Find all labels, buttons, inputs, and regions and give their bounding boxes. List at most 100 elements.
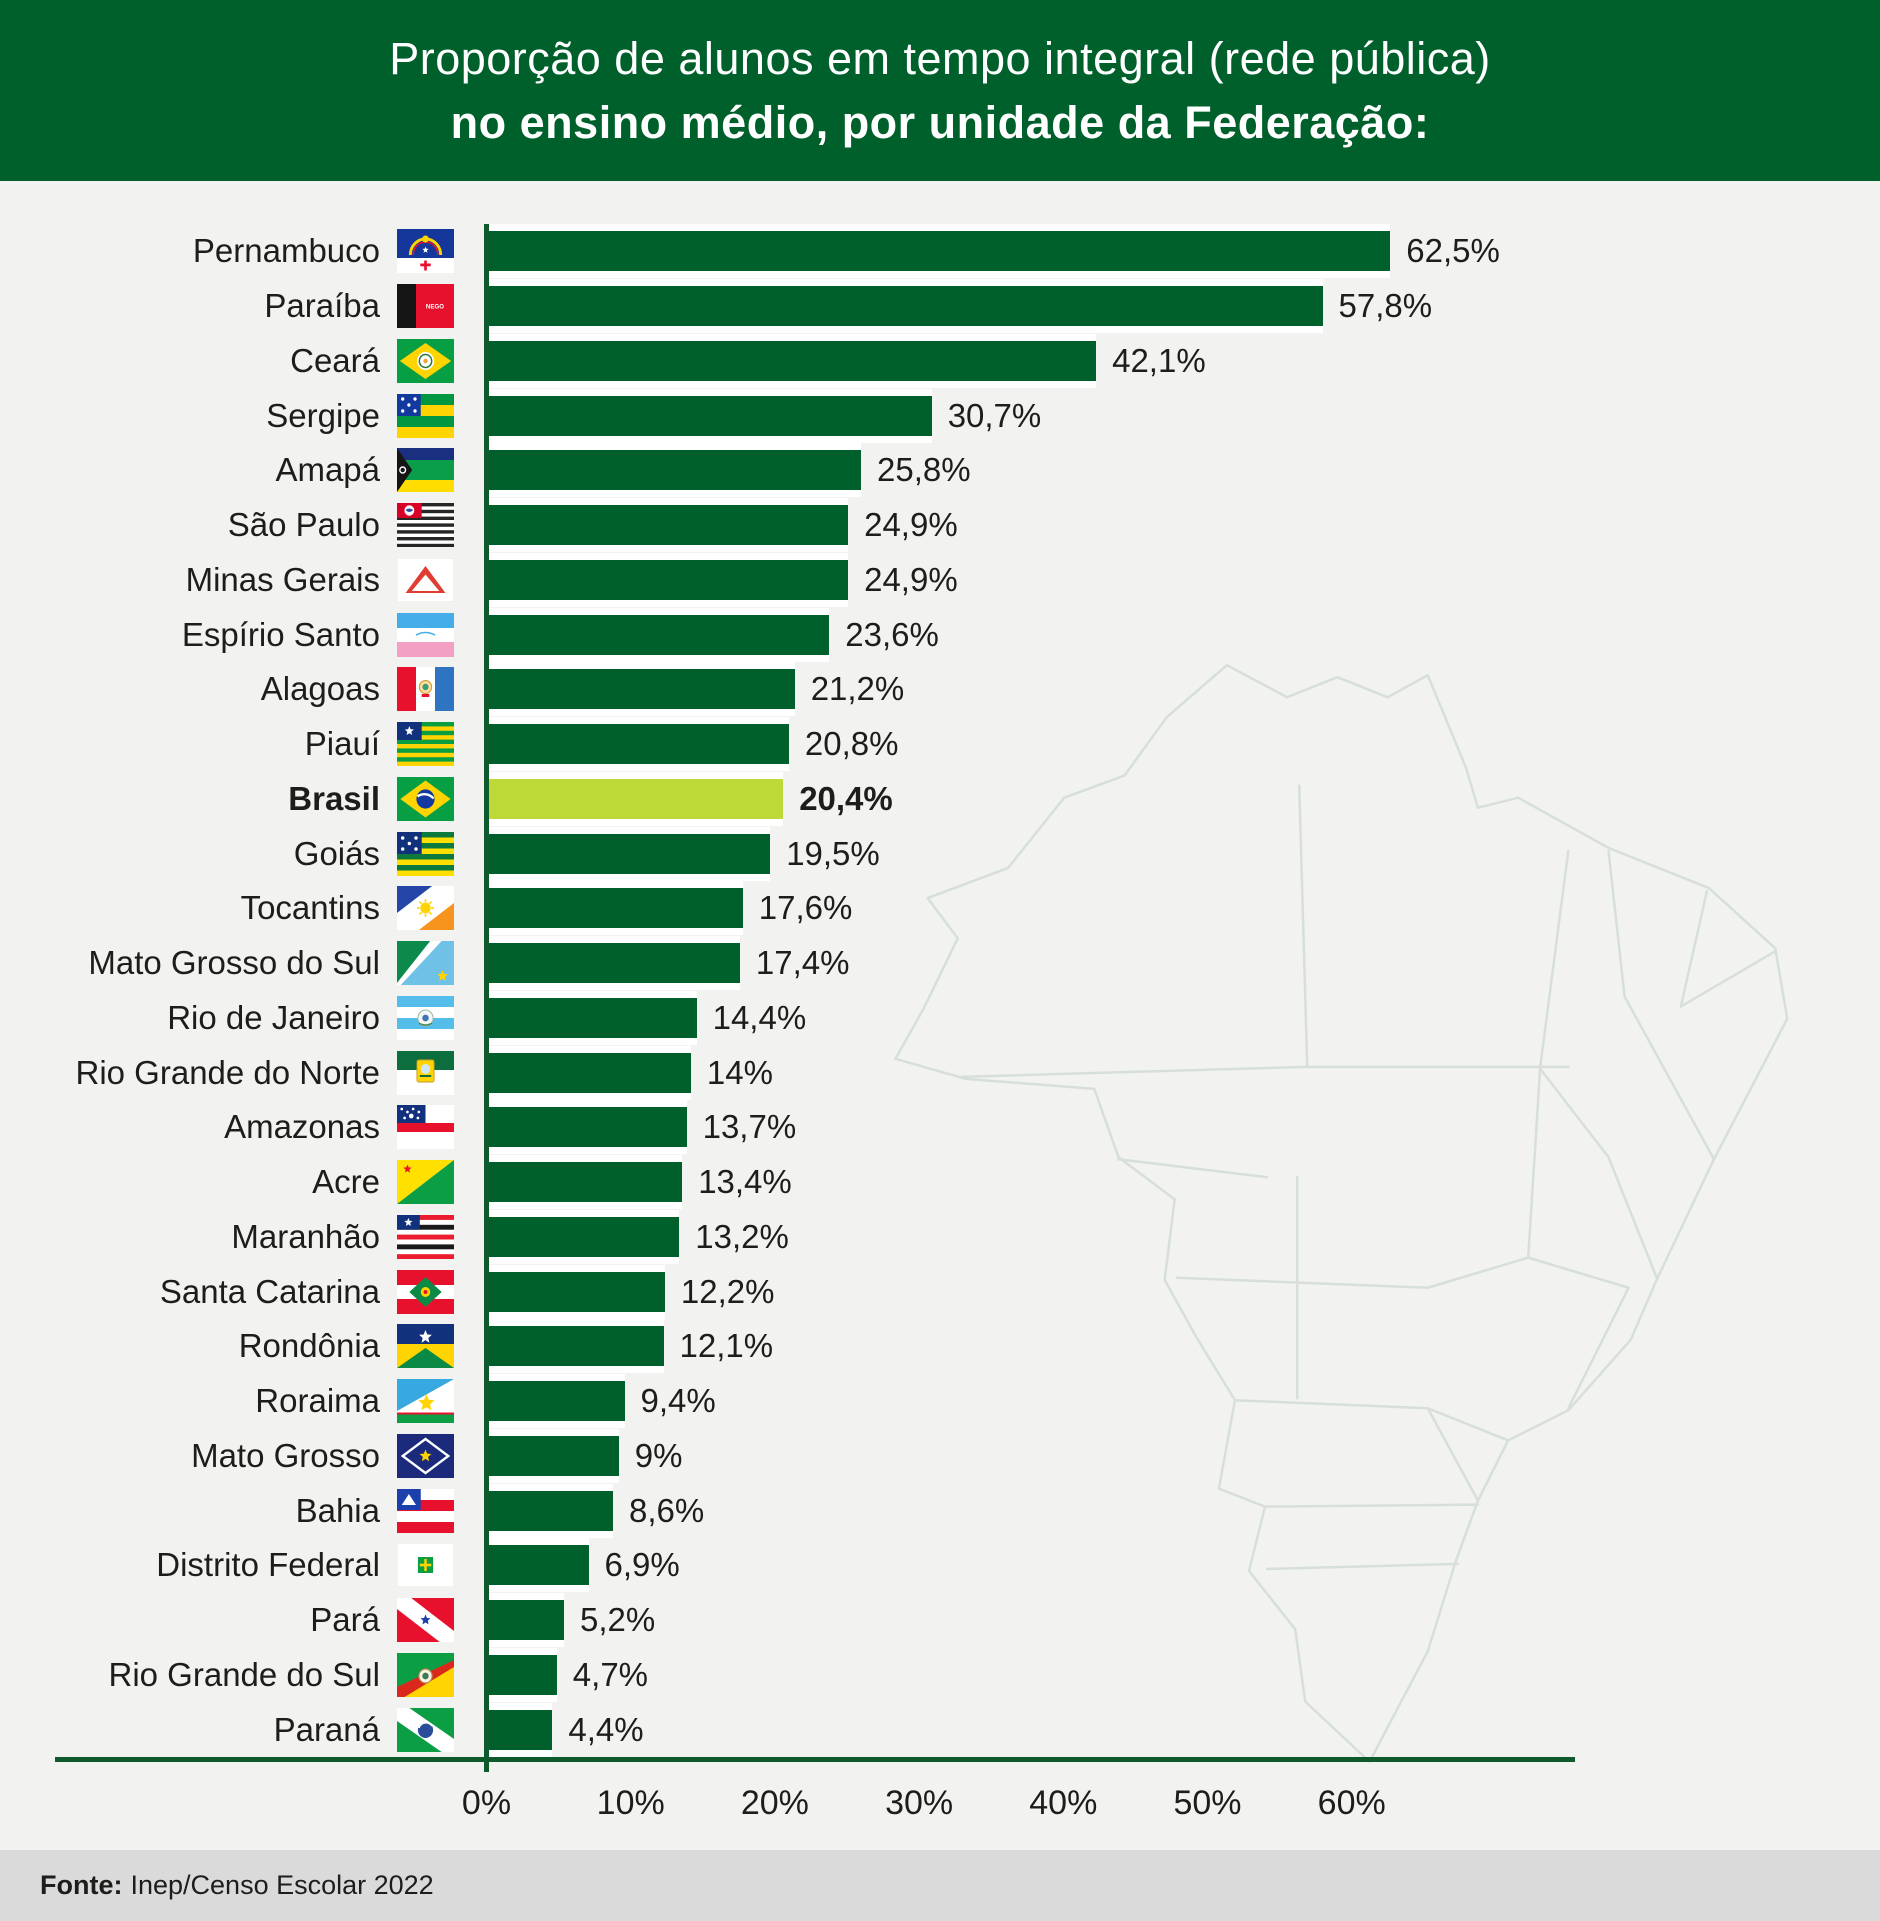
state-label: Ceará <box>290 341 380 379</box>
bar-wrap: 8,6% <box>489 1490 704 1531</box>
source-footer: Fonte: Inep/Censo Escolar 2022 <box>0 1850 1880 1921</box>
state-label: Mato Grosso do Sul <box>88 944 380 982</box>
bar <box>489 1381 625 1422</box>
bar <box>489 614 830 655</box>
y-axis-baseline <box>484 224 489 1772</box>
value-label: 24,9% <box>864 506 958 544</box>
x-axis-tick-label: 30% <box>885 1784 954 1822</box>
value-label: 5,2% <box>580 1601 656 1639</box>
sergipe-flag-icon <box>397 393 454 438</box>
bar-wrap: 9,4% <box>489 1381 716 1422</box>
bar <box>489 1107 687 1148</box>
bar-wrap: 17,6% <box>489 888 853 929</box>
bar-wrap: 6,9% <box>489 1545 680 1586</box>
state-label: Rio de Janeiro <box>167 998 380 1036</box>
value-label: 62,5% <box>1406 232 1500 270</box>
value-label: 14% <box>706 1053 773 1091</box>
bar <box>489 669 795 710</box>
value-label: 23,6% <box>845 615 939 653</box>
state-label: Paraíba <box>264 287 380 325</box>
pernambuco-flag-icon <box>397 229 454 274</box>
value-label: 9% <box>634 1436 683 1474</box>
alagoas-flag-icon <box>397 667 454 712</box>
chart-row: Piauí 20,8% <box>0 717 1880 772</box>
bahia-flag-icon <box>397 1488 454 1533</box>
bar <box>489 778 784 819</box>
brazil-map-outline <box>865 635 1870 1820</box>
state-label: Rondônia <box>238 1327 380 1365</box>
bar-wrap: 9% <box>489 1435 683 1476</box>
value-label: 13,2% <box>695 1217 789 1255</box>
chart-row: Amapá 25,8% <box>0 443 1880 498</box>
bar-wrap: 12,2% <box>489 1271 774 1312</box>
chart-row: Paraíba NEGO 57,8% <box>0 279 1880 334</box>
page-title-line2: no ensino médio, por unidade da Federaçã… <box>450 96 1430 148</box>
value-label: 17,6% <box>758 889 853 927</box>
chart-row: Pará 5,2% <box>0 1593 1880 1648</box>
bar-wrap: 24,9% <box>489 505 958 546</box>
amazonas-flag-icon <box>397 1105 454 1150</box>
bar <box>489 1216 680 1257</box>
state-label: Pará <box>310 1601 380 1639</box>
state-label: Amazonas <box>224 1108 380 1146</box>
bar-wrap: 20,4% <box>489 778 893 819</box>
bar <box>489 340 1097 381</box>
state-label: Distrito Federal <box>156 1546 380 1584</box>
bar <box>489 286 1323 327</box>
state-label: Goiás <box>293 834 380 872</box>
state-label: Mato Grosso <box>191 1436 380 1474</box>
rio-grande-do-norte-flag-icon <box>397 1050 454 1095</box>
bar <box>489 1709 553 1750</box>
chart-row: Mato Grosso do Sul 17,4% <box>0 936 1880 991</box>
rondonia-flag-icon <box>397 1324 454 1369</box>
maranhao-flag-icon <box>397 1214 454 1259</box>
bar <box>489 1271 665 1312</box>
state-label: Sergipe <box>266 396 380 434</box>
page-title-line1: Proporção de alunos em tempo integral (r… <box>389 32 1491 84</box>
parana-flag-icon <box>397 1707 454 1752</box>
value-label: 20,8% <box>804 725 899 763</box>
bar <box>489 1435 619 1476</box>
state-label: Paraná <box>273 1710 380 1748</box>
bar-wrap: 23,6% <box>489 614 939 655</box>
bar <box>489 1654 557 1695</box>
bar-wrap: 57,8% <box>489 286 1432 327</box>
chart-row: Rio de Janeiro 14,4% <box>0 991 1880 1046</box>
bar-wrap: 13,4% <box>489 1162 792 1203</box>
x-axis-tick-label: 0% <box>461 1784 512 1822</box>
value-label: 4,4% <box>568 1710 644 1748</box>
value-label: 24,9% <box>864 560 958 598</box>
value-label: 17,4% <box>755 944 850 982</box>
chart-row: Espírio Santo 23,6% <box>0 607 1880 662</box>
sao-paulo-flag-icon <box>397 503 454 548</box>
chart-row: Rio Grande do Sul 4,7% <box>0 1648 1880 1703</box>
mato-grosso-do-sul-flag-icon <box>397 941 454 986</box>
bar <box>489 1326 664 1367</box>
chart-row: Minas Gerais 24,9% <box>0 553 1880 608</box>
santa-catarina-flag-icon <box>397 1269 454 1314</box>
bar <box>489 888 743 929</box>
tocantins-flag-icon <box>397 886 454 931</box>
state-label: Brasil <box>288 779 380 817</box>
bar-wrap: 13,2% <box>489 1216 789 1257</box>
bar-wrap: 14% <box>489 1052 773 1093</box>
value-label: 12,1% <box>679 1327 774 1365</box>
bar <box>489 1490 613 1531</box>
bar-wrap: 42,1% <box>489 340 1206 381</box>
x-axis-tick-label: 10% <box>596 1784 665 1822</box>
bar-wrap: 62,5% <box>489 231 1500 272</box>
bar-wrap: 19,5% <box>489 833 880 874</box>
bar <box>489 1052 691 1093</box>
value-label: 6,9% <box>604 1546 680 1584</box>
state-label: Rio Grande do Norte <box>75 1053 381 1091</box>
state-label: Rio Grande do Sul <box>108 1655 381 1693</box>
chart-row: Bahia 8,6% <box>0 1483 1880 1538</box>
acre-flag-icon <box>397 1160 454 1205</box>
chart-row: Acre 13,4% <box>0 1155 1880 1210</box>
x-axis-tick-label: 20% <box>740 1784 809 1822</box>
chart-row: Alagoas 21,2% <box>0 662 1880 717</box>
header-banner: Proporção de alunos em tempo integral (r… <box>0 0 1880 181</box>
x-axis-ticks: 0% 10% 20% 30% 40% 50% 60% <box>0 1784 1880 1829</box>
state-label: Tocantins <box>240 889 380 927</box>
bar-wrap: 5,2% <box>489 1600 656 1641</box>
